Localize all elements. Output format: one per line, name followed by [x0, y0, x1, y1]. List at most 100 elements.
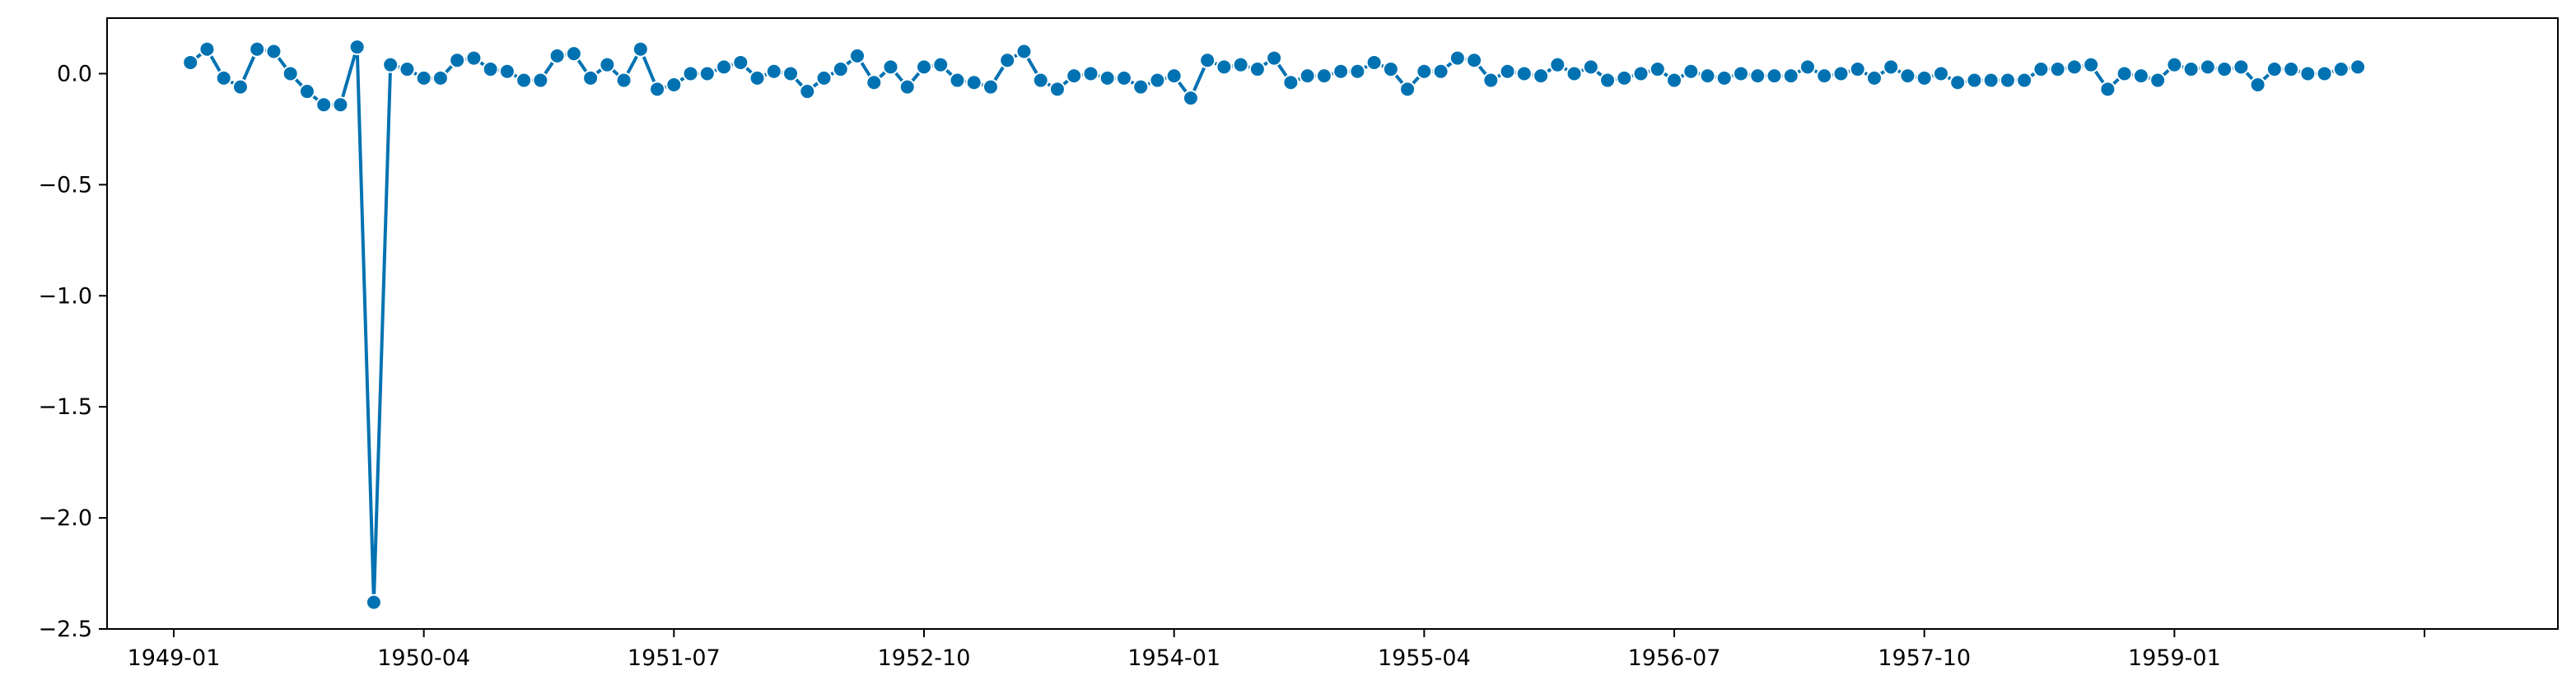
x-tick-label: 1950-04 — [377, 645, 470, 671]
data-point — [348, 39, 366, 56]
data-point — [498, 63, 516, 80]
x-tick-label: 1957-10 — [1878, 645, 1971, 671]
data-point — [1165, 68, 1183, 85]
data-point — [1883, 58, 1900, 76]
data-point — [1899, 68, 1916, 85]
data-point — [548, 47, 566, 64]
data-point — [1315, 68, 1332, 85]
data-point — [1766, 68, 1783, 85]
data-point — [1149, 72, 1166, 89]
data-point — [1549, 56, 1566, 73]
data-point — [1232, 56, 1249, 73]
data-point — [231, 78, 249, 95]
plot-area — [107, 18, 2558, 629]
data-point — [565, 45, 582, 63]
data-point — [1682, 63, 1700, 80]
data-point — [2249, 76, 2266, 93]
data-point — [716, 58, 733, 76]
data-point — [649, 81, 666, 98]
data-point — [632, 40, 649, 58]
data-point — [1966, 72, 1983, 89]
data-point — [2332, 61, 2350, 78]
data-point — [1616, 69, 1633, 86]
data-point — [1048, 81, 1066, 98]
y-tick-label: 0.0 — [57, 61, 92, 86]
y-tick-label: −1.5 — [38, 394, 92, 420]
data-point — [599, 56, 616, 73]
data-point — [982, 78, 999, 95]
x-tick-label: 1956-07 — [1628, 645, 1721, 671]
data-point — [2132, 68, 2149, 85]
data-point — [732, 54, 749, 71]
x-tick-label: 1952-10 — [878, 645, 971, 671]
data-point — [1432, 63, 1449, 80]
data-point — [916, 58, 932, 76]
data-point — [2032, 61, 2050, 78]
data-point — [1649, 61, 1666, 78]
data-point — [365, 594, 382, 611]
data-point — [1132, 78, 1150, 95]
y-tick-label: −2.0 — [38, 505, 92, 531]
data-point — [1582, 58, 1599, 76]
data-point — [265, 43, 282, 60]
data-point — [2099, 81, 2116, 98]
data-point — [698, 65, 716, 82]
data-point — [2216, 61, 2233, 78]
data-point — [2049, 61, 2066, 78]
data-point — [315, 96, 333, 114]
data-point — [1066, 68, 1083, 85]
data-point — [999, 52, 1016, 69]
data-point — [1749, 68, 1766, 85]
y-tick-label: −1.0 — [38, 283, 92, 309]
data-point — [2233, 58, 2250, 76]
data-point — [2065, 58, 2083, 76]
data-point — [1248, 61, 1266, 78]
data-point — [2149, 72, 2167, 89]
data-point — [682, 65, 699, 82]
data-point — [1632, 65, 1650, 82]
data-point — [965, 74, 982, 91]
data-point — [1982, 72, 2000, 89]
data-point — [1015, 43, 1033, 60]
data-point — [2283, 61, 2300, 78]
data-point — [866, 74, 883, 91]
data-point — [799, 83, 816, 100]
data-point — [1666, 72, 1683, 89]
data-point — [382, 56, 399, 73]
data-point — [1865, 69, 1883, 86]
data-point — [2316, 65, 2333, 82]
data-point — [1466, 52, 1483, 69]
data-point — [749, 69, 766, 86]
data-point — [1282, 74, 1300, 91]
data-point — [1715, 69, 1733, 86]
data-point — [516, 72, 533, 89]
data-point — [832, 61, 849, 78]
x-axis: 1949-01 1950-04 1951-07 1952-10 1954-01 1955-… — [128, 629, 2426, 671]
data-point — [1733, 65, 1749, 82]
data-point — [2350, 58, 2367, 76]
data-point — [2266, 61, 2283, 78]
data-point — [249, 40, 266, 58]
x-tick-label: 1954-01 — [1127, 645, 1220, 671]
data-point — [1599, 72, 1617, 89]
data-point — [1566, 65, 1583, 82]
data-point — [782, 65, 800, 82]
data-point — [1782, 68, 1799, 85]
data-point — [298, 83, 315, 100]
data-point — [1999, 72, 2016, 89]
data-point — [399, 61, 416, 78]
data-point — [1482, 72, 1500, 89]
x-tick-label: 1959-01 — [2128, 645, 2221, 671]
data-point — [1332, 63, 1350, 80]
data-point — [1382, 61, 1399, 78]
data-point — [1916, 69, 1933, 86]
data-point — [1082, 65, 1099, 82]
data-point — [282, 65, 299, 82]
data-point — [215, 69, 232, 86]
data-point — [1399, 81, 1416, 98]
data-point — [2083, 56, 2100, 73]
data-point — [1515, 65, 1533, 82]
axes-frame — [106, 17, 2559, 630]
data-point — [2016, 72, 2033, 89]
